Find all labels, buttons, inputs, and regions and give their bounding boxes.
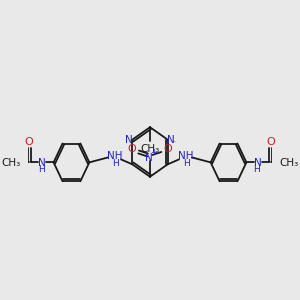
- Text: CH₃: CH₃: [140, 144, 160, 154]
- Text: CH₃: CH₃: [280, 158, 299, 168]
- Text: N: N: [167, 135, 175, 145]
- Text: O: O: [164, 144, 172, 154]
- Text: ⁻: ⁻: [170, 139, 175, 149]
- Text: NH: NH: [178, 152, 193, 161]
- Text: O: O: [128, 144, 136, 154]
- Text: N: N: [125, 135, 133, 145]
- Text: NH: NH: [107, 152, 122, 161]
- Text: H: H: [254, 165, 260, 174]
- Text: H: H: [183, 159, 190, 168]
- Text: N: N: [38, 158, 46, 168]
- Text: CH₃: CH₃: [1, 158, 20, 168]
- Text: O: O: [25, 136, 34, 147]
- Text: O: O: [266, 136, 275, 147]
- Text: N: N: [145, 153, 153, 163]
- Text: N: N: [254, 158, 262, 168]
- Text: +: +: [150, 148, 157, 158]
- Text: H: H: [38, 165, 45, 174]
- Text: H: H: [112, 159, 119, 168]
